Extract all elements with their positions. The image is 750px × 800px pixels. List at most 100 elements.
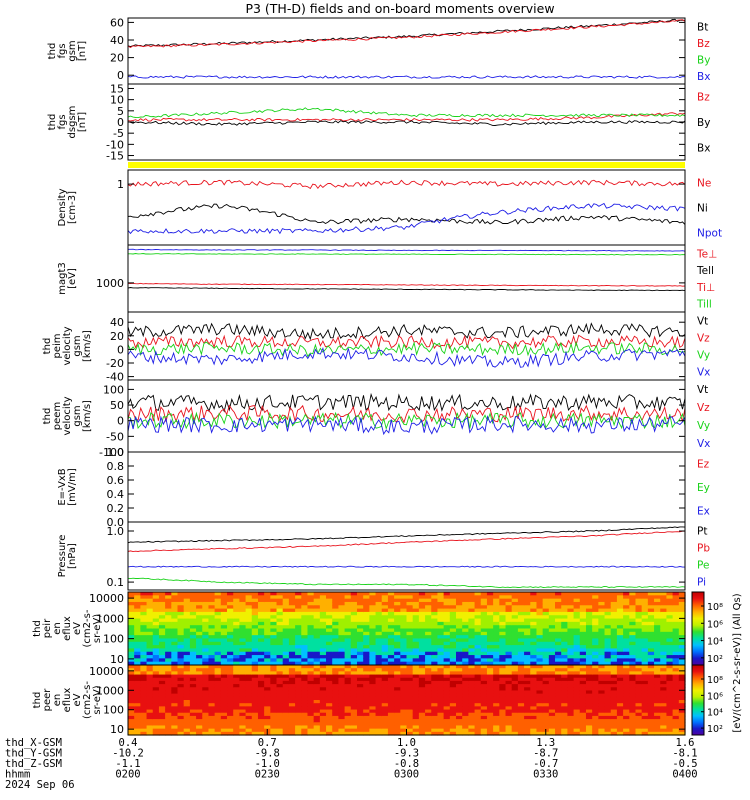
heatmap-cell bbox=[189, 715, 197, 720]
heatmap-cell bbox=[189, 728, 197, 733]
heatmap-cell bbox=[542, 641, 550, 646]
heatmap-cell bbox=[406, 638, 414, 643]
heatmap-cell bbox=[610, 621, 618, 626]
heatmap-cell bbox=[301, 631, 309, 636]
heatmap-cell bbox=[480, 725, 488, 730]
heatmap-cell bbox=[437, 618, 445, 623]
heatmap-cell bbox=[251, 651, 259, 656]
heatmap-cell bbox=[301, 638, 309, 643]
heatmap-cell bbox=[635, 687, 643, 692]
heatmap-cell bbox=[338, 611, 346, 616]
heatmap-cell bbox=[245, 651, 253, 656]
heatmap-cell bbox=[270, 703, 278, 707]
heatmap-cell bbox=[474, 628, 482, 633]
heatmap-cell bbox=[214, 696, 222, 701]
heatmap-cell bbox=[158, 655, 166, 659]
heatmap-cell bbox=[276, 709, 284, 714]
y-tick-label: 40 bbox=[110, 34, 124, 47]
heatmap-cell bbox=[536, 703, 544, 707]
heatmap-cell bbox=[610, 595, 618, 600]
heatmap-cell bbox=[369, 700, 377, 704]
heatmap-cell bbox=[257, 715, 265, 720]
heatmap-cell bbox=[295, 709, 302, 714]
heatmap-cell bbox=[220, 706, 228, 711]
heatmap-cell bbox=[282, 608, 290, 613]
heatmap-cell bbox=[158, 703, 166, 707]
heatmap-cell bbox=[517, 709, 525, 714]
heatmap-cell bbox=[462, 648, 469, 653]
heatmap-cell bbox=[524, 712, 531, 717]
heatmap-cell bbox=[282, 677, 290, 682]
heatmap-cell bbox=[208, 671, 216, 676]
heatmap-cell bbox=[128, 690, 135, 695]
heatmap-cell bbox=[493, 655, 500, 659]
heatmap-cell bbox=[480, 709, 488, 714]
heatmap-cell bbox=[542, 608, 550, 613]
heatmap-cell bbox=[276, 635, 284, 640]
heatmap-cell bbox=[177, 687, 185, 692]
heatmap-cell bbox=[356, 719, 364, 723]
heatmap-cell bbox=[257, 598, 265, 603]
x-tick-label: 0330 bbox=[533, 769, 558, 781]
heatmap-cell bbox=[375, 719, 383, 723]
heatmap-cell bbox=[604, 668, 612, 672]
x-tick-label: 0.4 bbox=[119, 737, 138, 749]
heatmap-cell bbox=[319, 665, 327, 669]
heatmap-cell bbox=[511, 611, 519, 616]
heatmap-cell bbox=[641, 595, 649, 600]
heatmap-cell bbox=[356, 680, 364, 685]
heatmap-cell bbox=[524, 709, 531, 714]
heatmap-cell bbox=[326, 712, 333, 717]
heatmap-cell bbox=[152, 638, 160, 643]
heatmap-cell bbox=[468, 712, 476, 717]
y-axis-label: dsgsm bbox=[67, 106, 78, 139]
heatmap-cell bbox=[641, 658, 649, 663]
y-tick-label: 10 bbox=[110, 94, 124, 107]
heatmap-cell bbox=[524, 598, 531, 603]
heatmap-cell bbox=[443, 648, 451, 653]
heatmap-cell bbox=[344, 706, 352, 711]
heatmap-cell bbox=[363, 615, 370, 620]
heatmap-cell bbox=[356, 715, 364, 720]
heatmap-cell bbox=[239, 715, 247, 720]
heatmap-cell bbox=[196, 719, 203, 723]
heatmap-cell bbox=[177, 645, 185, 650]
heatmap-cell bbox=[616, 661, 624, 666]
y-axis-label: [nT] bbox=[77, 112, 88, 132]
y-tick-label: 50 bbox=[110, 399, 124, 412]
heatmap-cell bbox=[381, 598, 389, 603]
heatmap-cell bbox=[474, 595, 482, 600]
heatmap-cell bbox=[666, 700, 674, 704]
heatmap-cell bbox=[227, 696, 234, 701]
heatmap-cell bbox=[660, 658, 668, 663]
heatmap-cell bbox=[443, 719, 451, 723]
heatmap-cell bbox=[598, 641, 606, 646]
heatmap-cell bbox=[332, 725, 340, 730]
heatmap-cell bbox=[171, 680, 179, 685]
heatmap-cell bbox=[158, 658, 166, 663]
heatmap-cell bbox=[592, 722, 599, 727]
heatmap-cell bbox=[208, 628, 216, 633]
heatmap-cell bbox=[282, 728, 290, 733]
heatmap-cell bbox=[666, 628, 674, 633]
heatmap-cell bbox=[505, 665, 513, 669]
heatmap-cell bbox=[530, 700, 538, 704]
heatmap-cell bbox=[220, 687, 228, 692]
heatmap-cell bbox=[233, 598, 240, 603]
colorbar-tick-label: 10⁶ bbox=[707, 691, 723, 702]
heatmap-cell bbox=[592, 680, 599, 685]
heatmap-cell bbox=[623, 615, 630, 620]
heatmap-cell bbox=[189, 687, 197, 692]
heatmap-cell bbox=[462, 618, 469, 623]
heatmap-cell bbox=[350, 621, 358, 626]
heatmap-cell bbox=[647, 635, 655, 640]
heatmap-cell bbox=[474, 703, 482, 707]
heatmap-cell bbox=[567, 674, 575, 679]
heatmap-cell bbox=[592, 684, 599, 688]
heatmap-cell bbox=[257, 703, 265, 707]
heatmap-cell bbox=[220, 601, 228, 606]
heatmap-cell bbox=[400, 690, 408, 695]
heatmap-cell bbox=[629, 684, 637, 688]
series-line-ti bbox=[128, 248, 686, 252]
